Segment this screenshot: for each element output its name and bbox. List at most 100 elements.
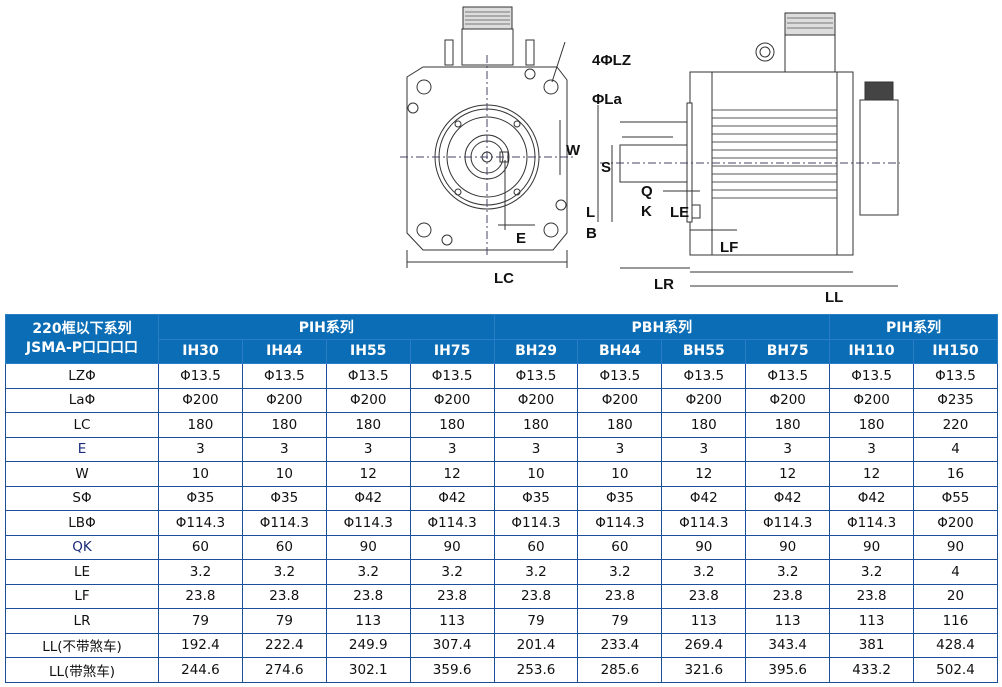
value-cell: 23.8 (745, 583, 831, 609)
model-header: IH75 (409, 338, 495, 364)
value-cell: 428.4 (913, 632, 998, 658)
param-label: LL(带煞车) (5, 657, 159, 683)
value-cell: 4 (913, 559, 998, 585)
model-header: IH55 (325, 338, 411, 364)
model-header: BH29 (493, 338, 579, 364)
value-cell: 23.8 (829, 583, 915, 609)
value-cell: 302.1 (325, 657, 411, 683)
value-cell: Φ35 (241, 485, 327, 511)
value-cell: Φ13.5 (829, 363, 915, 389)
value-cell: 60 (493, 534, 579, 560)
value-cell: 90 (409, 534, 495, 560)
model-header: IH44 (241, 338, 327, 364)
value-cell: 20 (913, 583, 998, 609)
value-cell: 307.4 (409, 632, 495, 658)
model-header: BH44 (577, 338, 663, 364)
model-header: BH75 (745, 338, 831, 364)
value-cell: Φ13.5 (493, 363, 579, 389)
table-row: QK 60 60 90 90 60 60 90 90 90 90 (5, 534, 998, 560)
value-cell: Φ235 (913, 387, 998, 413)
label-le: LE (670, 204, 689, 221)
value-cell: 3 (158, 436, 243, 462)
value-cell: Φ200 (913, 510, 998, 536)
value-cell: 274.6 (241, 657, 327, 683)
value-cell: Φ200 (577, 387, 663, 413)
value-cell: 23.8 (241, 583, 327, 609)
value-cell: 3 (829, 436, 915, 462)
value-cell: Φ114.3 (577, 510, 663, 536)
label-la: ΦLa (592, 91, 622, 108)
label-q: Q (641, 183, 653, 200)
table-row: LF 23.8 23.8 23.8 23.8 23.8 23.8 23.8 23.8 23.8 20 (5, 583, 998, 609)
label-lz: 4ΦLZ (592, 52, 631, 69)
value-cell: 79 (577, 608, 663, 634)
param-label: LC (5, 412, 159, 438)
value-cell: Φ13.5 (913, 363, 998, 389)
value-cell: 180 (158, 412, 243, 438)
table-row: LZΦ Φ13.5 Φ13.5 Φ13.5 Φ13.5 Φ13.5 Φ13.5 Φ13.5 Φ1… (5, 363, 998, 389)
value-cell: 12 (829, 461, 915, 487)
value-cell: Φ114.3 (829, 510, 915, 536)
label-l: L (586, 204, 595, 221)
table-row: LR 79 79 113 113 79 79 113 113 113 116 (5, 608, 998, 634)
value-cell: 16 (913, 461, 998, 487)
table-corner-header: 220框以下系列 JSMA-P口口口口 (5, 314, 159, 364)
param-label: LF (5, 583, 159, 609)
value-cell: Φ42 (745, 485, 831, 511)
value-cell: 359.6 (409, 657, 495, 683)
value-cell: Φ114.3 (745, 510, 831, 536)
value-cell: 3.2 (158, 559, 243, 585)
param-label: LZΦ (5, 363, 159, 389)
value-cell: 23.8 (325, 583, 411, 609)
value-cell: 3 (493, 436, 579, 462)
front-view (400, 6, 575, 268)
value-cell: Φ13.5 (661, 363, 747, 389)
value-cell: 60 (158, 534, 243, 560)
value-cell: Φ13.5 (158, 363, 243, 389)
value-cell: 395.6 (745, 657, 831, 683)
value-cell: 3.2 (577, 559, 663, 585)
value-cell: 10 (577, 461, 663, 487)
value-cell: 3.2 (829, 559, 915, 585)
param-label: E (5, 436, 159, 462)
value-cell: Φ200 (661, 387, 747, 413)
value-cell: 12 (661, 461, 747, 487)
param-label: LaΦ (5, 387, 159, 413)
value-cell: 3.2 (745, 559, 831, 585)
label-b: B (586, 225, 597, 242)
dimension-labels: 4ΦLZ ΦLa W E LC S Q K LE L B LF LR LL (494, 52, 843, 306)
value-cell: 10 (158, 461, 243, 487)
value-cell: Φ114.3 (241, 510, 327, 536)
value-cell: Φ13.5 (577, 363, 663, 389)
value-cell: 3.2 (493, 559, 579, 585)
param-label: SΦ (5, 485, 159, 511)
value-cell: 113 (829, 608, 915, 634)
table-row: LL(不带煞车) 192.4 222.4 249.9 307.4 201.4 233.4 26… (5, 632, 998, 658)
value-cell: 4 (913, 436, 998, 462)
table-row: W 10 10 12 12 10 10 12 12 12 16 (5, 461, 998, 487)
label-e: E (516, 230, 526, 247)
value-cell: Φ200 (158, 387, 243, 413)
value-cell: 23.8 (661, 583, 747, 609)
value-cell: 180 (577, 412, 663, 438)
value-cell: 201.4 (493, 632, 579, 658)
value-cell: Φ42 (325, 485, 411, 511)
value-cell: 23.8 (493, 583, 579, 609)
value-cell: Φ42 (409, 485, 495, 511)
series-header: PIH系列 (158, 314, 495, 340)
table-row: LBΦ Φ114.3 Φ114.3 Φ114.3 Φ114.3 Φ114.3 Φ114.3 Φ… (5, 510, 998, 536)
value-cell: 253.6 (493, 657, 579, 683)
value-cell: Φ35 (577, 485, 663, 511)
label-ll: LL (825, 289, 843, 306)
value-cell: 79 (158, 608, 243, 634)
value-cell: 249.9 (325, 632, 411, 658)
value-cell: Φ114.3 (158, 510, 243, 536)
value-cell: 269.4 (661, 632, 747, 658)
value-cell: 60 (241, 534, 327, 560)
param-label: LBΦ (5, 510, 159, 536)
value-cell: 23.8 (577, 583, 663, 609)
value-cell: Φ200 (745, 387, 831, 413)
value-cell: 180 (745, 412, 831, 438)
value-cell: 285.6 (577, 657, 663, 683)
